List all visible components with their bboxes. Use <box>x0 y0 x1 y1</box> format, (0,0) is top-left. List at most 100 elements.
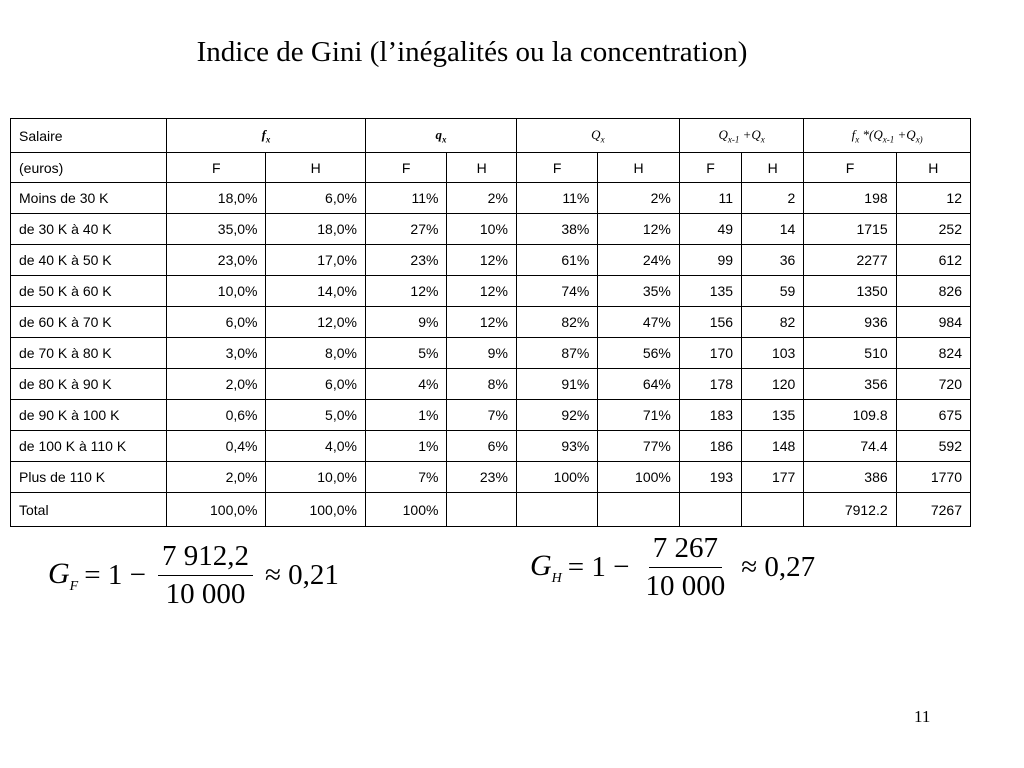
formula-f-denominator: 10 000 <box>165 578 246 610</box>
table-cell: 11% <box>364 182 448 214</box>
subheader-cell: H <box>446 152 517 183</box>
header-salaire: Salaire <box>10 118 167 153</box>
table-cell: 82 <box>741 306 805 338</box>
table-cell: 5,0% <box>265 399 366 431</box>
table-cell: 99 <box>678 244 743 276</box>
table-cell: 135 <box>741 399 805 431</box>
table-cell: 170 <box>678 337 743 369</box>
table-cell: 356 <box>803 368 897 400</box>
table-cell: 23% <box>364 244 448 276</box>
formula-f-var: GF <box>48 556 79 594</box>
formula-f-numerator: 7 912,2 <box>157 540 253 576</box>
table-cell: 91% <box>515 368 599 400</box>
table-cell: 103 <box>741 337 805 369</box>
table-cell: 93% <box>515 430 599 462</box>
table-cell: 510 <box>803 337 897 369</box>
table-cell: 10% <box>446 213 517 245</box>
table-cell: 0,6% <box>165 399 267 431</box>
total-cell: 100% <box>364 492 448 527</box>
table-cell: 17,0% <box>265 244 366 276</box>
table-cell: 18,0% <box>165 182 267 214</box>
table-cell: 10,0% <box>265 461 366 493</box>
subheader-cell: F <box>803 152 897 183</box>
formula-h-fraction: 7 267 10 000 <box>642 532 730 603</box>
table-row: de 40 K à 50 K 23,0% 17,0% 23% 12% 61% 24% 99 36… <box>10 244 972 276</box>
table-cell: 35% <box>597 275 680 307</box>
header-fQ: fx *(Qx-1 +Qx) <box>803 118 971 153</box>
table-cell: 8% <box>446 368 517 400</box>
table-row: de 50 K à 60 K 10,0% 14,0% 12% 12% 74% 35% 135 5… <box>10 275 972 307</box>
table-cell: 2 <box>741 182 805 214</box>
slide-title: Indice de Gini (l’inégalités ou la conce… <box>196 36 748 68</box>
total-label: Total <box>10 492 167 527</box>
table-cell: 2,0% <box>165 461 267 493</box>
gini-formula-f: GF = 1 − 7 912,2 10 000 ≈ 0,21 <box>48 540 345 611</box>
table-cell: 27% <box>364 213 448 245</box>
formula-f-fraction: 7 912,2 10 000 <box>157 540 253 611</box>
table-header-row: Salaire fx qx Qx Qx-1 +Qx fx *(Qx-1 +Qx) <box>10 118 971 153</box>
table-cell: 11 <box>678 182 743 214</box>
formula-h-var: GH <box>530 548 562 586</box>
gini-formula-h: GH = 1 − 7 267 10 000 ≈ 0,27 <box>530 532 821 603</box>
table-cell: 177 <box>741 461 805 493</box>
row-label: de 30 K à 40 K <box>10 213 167 245</box>
formula-h-denominator: 10 000 <box>645 570 726 602</box>
table-cell: 14 <box>741 213 805 245</box>
table-cell: 6,0% <box>265 182 366 214</box>
table-cell: 56% <box>597 337 680 369</box>
subheader-cell: F <box>364 152 448 183</box>
table-row: de 70 K à 80 K 3,0% 8,0% 5% 9% 87% 56% 170 103 51… <box>10 337 972 369</box>
table-cell: 10,0% <box>165 275 267 307</box>
header-fx: fx <box>166 118 366 153</box>
table-cell: 2,0% <box>165 368 267 400</box>
header-euros: (euros) <box>10 152 167 183</box>
table-cell: 12% <box>446 244 517 276</box>
row-label: de 50 K à 60 K <box>10 275 167 307</box>
table-cell: 193 <box>678 461 743 493</box>
table-cell: 6,0% <box>265 368 366 400</box>
table-cell: 82% <box>515 306 599 338</box>
row-label: de 60 K à 70 K <box>10 306 167 338</box>
subheader-cell: F <box>678 152 743 183</box>
table-cell: 6% <box>446 430 517 462</box>
header-qx: qx <box>364 118 517 153</box>
table-row: Plus de 110 K 2,0% 10,0% 7% 23% 100% 100% 193 17… <box>10 461 972 493</box>
formula-h-eq: = 1 − <box>567 551 630 583</box>
row-label: de 80 K à 90 K <box>10 368 167 400</box>
table-cell: 148 <box>741 430 805 462</box>
table-cell: 675 <box>895 399 972 431</box>
table-row: de 100 K à 110 K 0,4% 4,0% 1% 6% 93% 77% 186 148… <box>10 430 972 462</box>
table-cell: 386 <box>803 461 897 493</box>
table-cell: 71% <box>597 399 680 431</box>
formula-f-eq: = 1 − <box>84 559 146 591</box>
table-cell: 12% <box>364 275 448 307</box>
table-cell: 74.4 <box>803 430 897 462</box>
table-cell: 2% <box>446 182 517 214</box>
table-row: Moins de 30 K 18,0% 6,0% 11% 2% 11% 2% 11 2 198 12 <box>10 182 972 214</box>
table-cell: 12% <box>446 275 517 307</box>
table-cell: 12 <box>895 182 972 214</box>
table-cell: 18,0% <box>265 213 366 245</box>
table-cell: 592 <box>895 430 972 462</box>
total-cell: 7267 <box>895 492 972 527</box>
table-cell: 4,0% <box>265 430 366 462</box>
table-cell: 186 <box>678 430 743 462</box>
total-cell <box>515 492 599 527</box>
row-label: de 40 K à 50 K <box>10 244 167 276</box>
table-cell: 74% <box>515 275 599 307</box>
table-cell: 8,0% <box>265 337 366 369</box>
header-Qsum: Qx-1 +Qx <box>678 118 805 153</box>
total-cell: 7912.2 <box>803 492 897 527</box>
subheader-cell: F <box>165 152 267 183</box>
total-cell <box>678 492 743 527</box>
formula-h-numerator: 7 267 <box>648 532 723 568</box>
table-cell: 11% <box>515 182 599 214</box>
table-cell: 824 <box>895 337 972 369</box>
table-row: de 90 K à 100 K 0,6% 5,0% 1% 7% 92% 71% 183 135 1… <box>10 399 972 431</box>
table-cell: 1770 <box>895 461 972 493</box>
table-cell: 4% <box>364 368 448 400</box>
table-cell: 6,0% <box>165 306 267 338</box>
table-cell: 100% <box>597 461 680 493</box>
total-cell: 100,0% <box>265 492 366 527</box>
table-cell: 7% <box>364 461 448 493</box>
